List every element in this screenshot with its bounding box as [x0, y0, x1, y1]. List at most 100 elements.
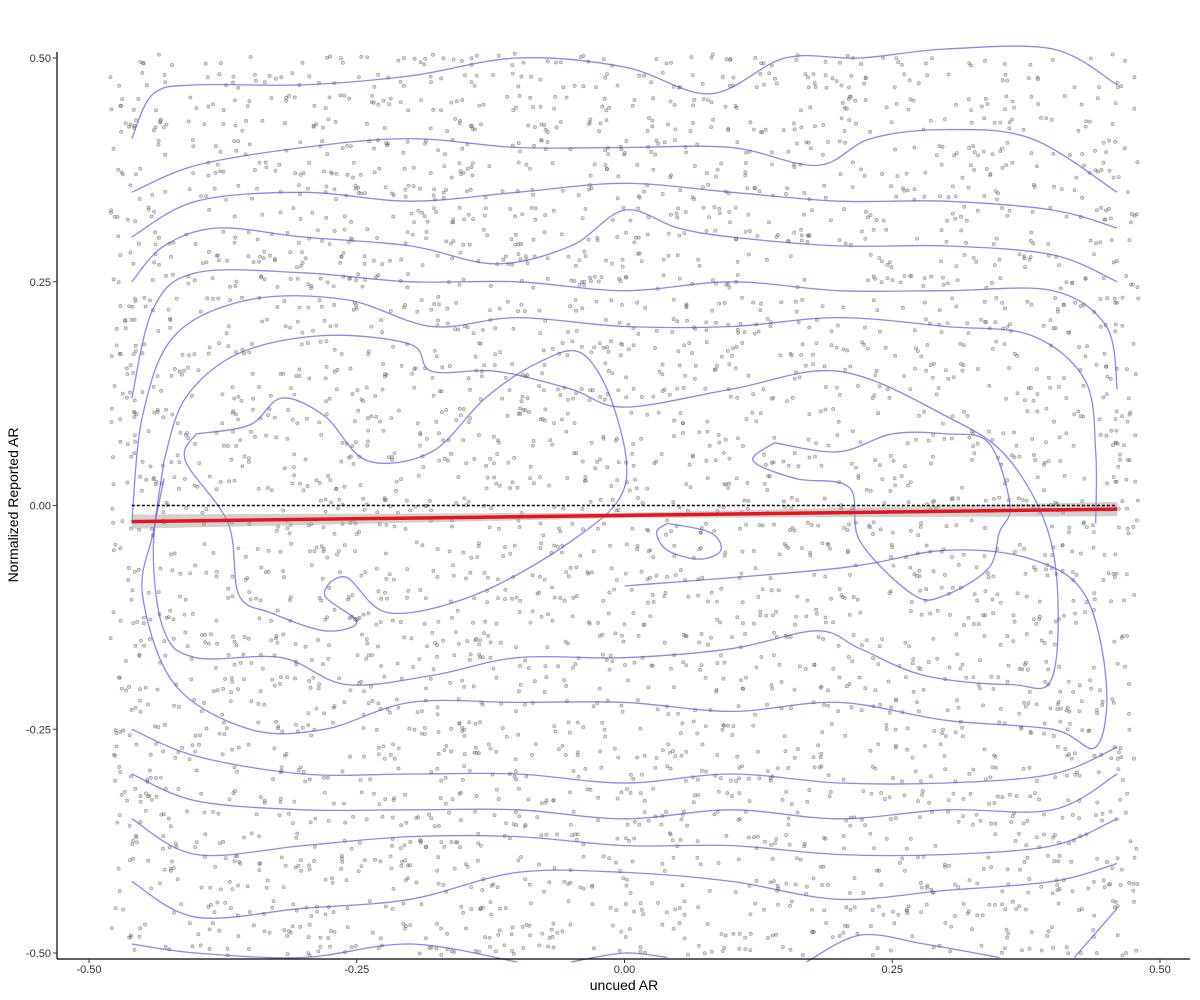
scatter-point — [1074, 175, 1079, 180]
scatter-point — [960, 485, 964, 490]
scatter-point — [504, 821, 509, 826]
scatter-point — [155, 374, 160, 379]
scatter-point — [1104, 364, 1109, 369]
scatter-point — [361, 754, 366, 759]
scatter-point — [143, 791, 148, 796]
scatter-point — [488, 945, 492, 949]
scatter-point — [633, 477, 637, 482]
scatter-point — [320, 662, 325, 666]
scatter-point — [873, 766, 878, 771]
scatter-point — [143, 304, 148, 309]
scatter-point — [620, 257, 625, 262]
scatter-point — [517, 610, 522, 614]
scatter-point — [419, 709, 424, 714]
scatter-point — [402, 84, 406, 88]
scatter-point — [748, 948, 753, 953]
scatter-point — [688, 485, 693, 490]
scatter-point — [185, 809, 189, 814]
scatter-point — [129, 774, 133, 779]
scatter-point — [334, 323, 339, 328]
scatter-point — [1027, 690, 1032, 694]
scatter-point — [223, 677, 228, 681]
scatter-point — [645, 412, 650, 417]
scatter-point — [186, 119, 191, 124]
scatter-point — [1075, 770, 1080, 775]
scatter-point — [178, 571, 183, 576]
scatter-point — [842, 129, 847, 133]
scatter-point — [671, 749, 675, 754]
scatter-point — [786, 149, 791, 154]
scatter-point — [1132, 756, 1136, 761]
scatter-point — [753, 712, 757, 717]
scatter-point — [325, 775, 330, 780]
scatter-point — [983, 526, 987, 530]
scatter-point — [989, 865, 994, 870]
scatter-point — [531, 192, 535, 197]
scatter-point — [470, 126, 475, 131]
scatter-point — [228, 906, 233, 911]
scatter-point — [1098, 688, 1103, 693]
scatter-point — [810, 930, 814, 935]
scatter-point — [692, 98, 697, 102]
scatter-point — [374, 414, 379, 419]
scatter-point — [486, 742, 491, 747]
scatter-point — [717, 301, 722, 306]
scatter-point — [126, 566, 131, 570]
scatter-point — [627, 839, 631, 843]
scatter-point — [361, 689, 366, 694]
scatter-point — [711, 117, 716, 122]
scatter-point — [818, 755, 823, 760]
scatter-point — [260, 319, 265, 324]
scatter-point — [468, 124, 473, 128]
scatter-point — [598, 121, 603, 126]
scatter-point — [950, 414, 955, 419]
scatter-point — [542, 123, 547, 128]
scatter-point — [347, 455, 351, 460]
scatter-point — [330, 876, 334, 881]
scatter-point — [660, 862, 665, 866]
scatter-point — [874, 369, 879, 373]
scatter-point — [1073, 611, 1077, 616]
scatter-point — [805, 233, 810, 238]
scatter-point — [125, 372, 130, 376]
scatter-point — [950, 296, 955, 301]
scatter-point — [573, 297, 578, 302]
scatter-point — [956, 563, 961, 567]
scatter-point — [449, 726, 454, 731]
scatter-point — [1099, 205, 1104, 210]
scatter-point — [513, 769, 518, 774]
scatter-point — [879, 883, 884, 887]
scatter-point — [672, 418, 677, 423]
scatter-point — [954, 523, 959, 528]
scatter-point — [359, 864, 364, 869]
scatter-point — [589, 279, 593, 283]
scatter-point — [419, 298, 424, 303]
scatter-point — [156, 725, 161, 730]
scatter-point — [864, 487, 869, 492]
scatter-point — [797, 664, 802, 669]
scatter-point — [365, 121, 369, 126]
scatter-point — [665, 764, 670, 769]
scatter-point — [351, 160, 356, 165]
scatter-point — [1125, 367, 1129, 372]
scatter-point — [528, 96, 533, 100]
scatter-point — [925, 343, 930, 347]
x-tick-label: 0.25 — [882, 964, 903, 976]
scatter-point — [676, 711, 681, 716]
scatter-point — [464, 926, 468, 931]
scatter-point — [803, 667, 808, 671]
scatter-point — [551, 798, 556, 803]
scatter-point — [875, 946, 880, 951]
scatter-point — [609, 566, 614, 571]
scatter-point — [231, 74, 236, 79]
scatter-point — [804, 614, 809, 619]
scatter-point — [758, 411, 763, 416]
scatter-point — [164, 273, 168, 278]
scatter-point — [620, 633, 624, 638]
scatter-point — [1113, 101, 1118, 106]
scatter-point — [739, 571, 744, 576]
scatter-point — [929, 274, 934, 279]
scatter-point — [376, 644, 380, 649]
scatter-point — [962, 253, 967, 257]
density-contour-c6 — [131, 295, 1098, 524]
